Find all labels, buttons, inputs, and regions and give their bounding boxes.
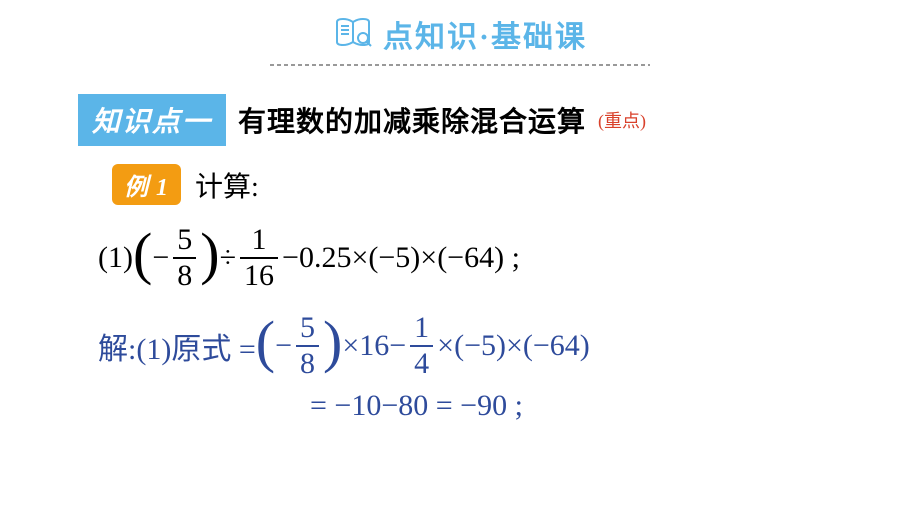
header-divider: [270, 64, 650, 66]
fraction-1-4: 1 4: [410, 313, 433, 379]
operator-divide: ÷: [220, 241, 236, 275]
book-icon: [333, 16, 373, 53]
example-heading: 例 1 计算:: [112, 164, 920, 205]
left-paren-icon: (: [133, 237, 152, 272]
section-note: (重点): [598, 107, 646, 133]
example-text: 计算:: [195, 165, 259, 205]
header-title: 点知识·基础课: [383, 12, 587, 56]
example-badge: 例 1: [112, 164, 181, 205]
left-paren-icon: (: [256, 325, 275, 360]
solution-mid: ×16−: [342, 329, 406, 363]
solution-tail: ×(−5)×(−64): [437, 329, 590, 363]
fraction-1-16: 1 16: [240, 225, 278, 291]
fraction-5-8: 5 8: [173, 225, 196, 291]
section-badge: 知识点一: [78, 94, 226, 146]
minus-sign: −: [275, 329, 292, 363]
solution-line-1: 解:(1)原式 = ( − 5 8 ) ×16− 1 4 ×(−5)×(−64): [98, 313, 920, 379]
solution-line-2: = −10−80 = −90 ;: [310, 389, 920, 423]
problem-expression: (1) ( − 5 8 ) ÷ 1 16 −0.25×(−5)×(−64) ;: [98, 225, 920, 291]
solution-group-1: ( − 5 8 ): [256, 313, 343, 379]
problem-group-1: ( − 5 8 ): [133, 225, 220, 291]
page-header: 点知识·基础课: [0, 0, 920, 56]
fraction-5-8: 5 8: [296, 313, 319, 379]
problem-tail: −0.25×(−5)×(−64) ;: [282, 241, 520, 275]
right-paren-icon: ): [323, 325, 342, 360]
solution-prefix: 解:(1)原式 =: [98, 324, 256, 368]
section-title: 有理数的加减乘除混合运算: [238, 100, 586, 140]
minus-sign: −: [152, 241, 169, 275]
section-heading: 知识点一 有理数的加减乘除混合运算 (重点): [78, 94, 920, 146]
problem-label: (1): [98, 241, 133, 275]
right-paren-icon: ): [200, 237, 219, 272]
